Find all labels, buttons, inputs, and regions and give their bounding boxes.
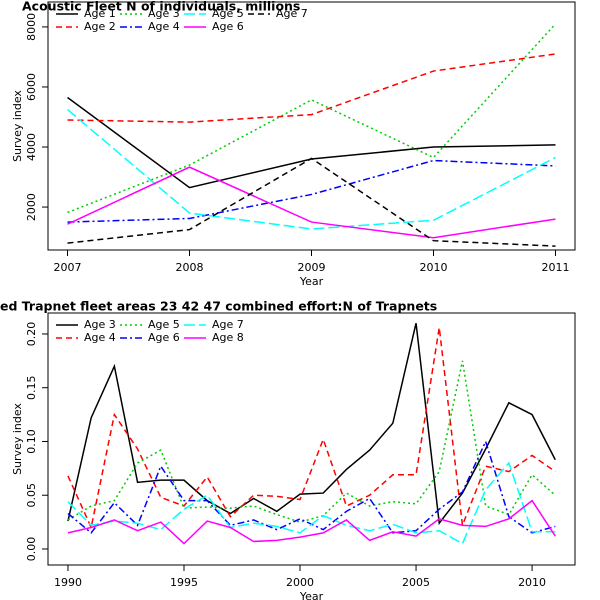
x-tick-label: 2005 (402, 576, 430, 589)
legend-label: Age 6 (148, 331, 180, 344)
legend-label: Age 4 (148, 20, 180, 33)
legend-label: Age 6 (212, 20, 244, 33)
x-tick-label: 2010 (518, 576, 546, 589)
y-tick-label: 0.15 (25, 375, 38, 400)
data-line (67, 327, 556, 530)
legend-label: Age 5 (148, 318, 180, 331)
plot-frame (47, 1, 576, 251)
x-tick-label: 1990 (54, 576, 82, 589)
y-axis-label: Survey index (11, 90, 24, 162)
x-tick-label: 2000 (286, 576, 314, 589)
y-tick-label: 0.05 (25, 483, 38, 508)
legend-label: Age 7 (212, 318, 244, 331)
x-tick-label: 2007 (54, 261, 82, 274)
x-tick-label: 2010 (419, 261, 447, 274)
legend-label: Age 3 (84, 318, 116, 331)
data-line (67, 159, 556, 223)
legend-label: Age 2 (84, 20, 116, 33)
chart: ed Trapnet fleet areas 23 42 47 combined… (0, 299, 576, 600)
data-line (67, 108, 556, 230)
legend-label: Age 5 (212, 7, 244, 20)
chart-title: ed Trapnet fleet areas 23 42 47 combined… (0, 299, 437, 314)
legend-label: Age 7 (276, 7, 308, 20)
x-tick-label: 2011 (541, 261, 569, 274)
legend-label: Age 4 (84, 331, 116, 344)
x-tick-label: 2009 (298, 261, 326, 274)
y-axis-label: Survey index (11, 403, 24, 475)
legend-label: Age 8 (212, 331, 244, 344)
plot-frame (47, 312, 576, 566)
data-line (67, 166, 556, 239)
x-axis-label: Year (299, 275, 324, 288)
y-tick-label: 6000 (25, 73, 38, 101)
y-tick-label: 0.10 (25, 429, 38, 454)
chart: Acoustic Fleet N of individuals, million… (11, 0, 576, 288)
x-axis-label: Year (299, 590, 324, 600)
data-line (67, 360, 556, 523)
data-line (67, 53, 556, 123)
data-line (67, 323, 556, 526)
y-tick-label: 8000 (25, 13, 38, 41)
y-tick-label: 2000 (25, 193, 38, 221)
chart-title: Acoustic Fleet N of individuals, million… (22, 0, 300, 14)
legend-label: Age 3 (148, 7, 180, 20)
data-line (67, 96, 556, 189)
legend-label: Age 1 (84, 7, 116, 20)
data-line (67, 157, 556, 247)
y-tick-label: 4000 (25, 133, 38, 161)
data-line (67, 23, 557, 214)
x-tick-label: 1995 (170, 576, 198, 589)
y-tick-label: 0.00 (25, 537, 38, 562)
y-tick-label: 0.20 (25, 322, 38, 347)
data-line (67, 499, 556, 545)
x-tick-label: 2008 (176, 261, 204, 274)
